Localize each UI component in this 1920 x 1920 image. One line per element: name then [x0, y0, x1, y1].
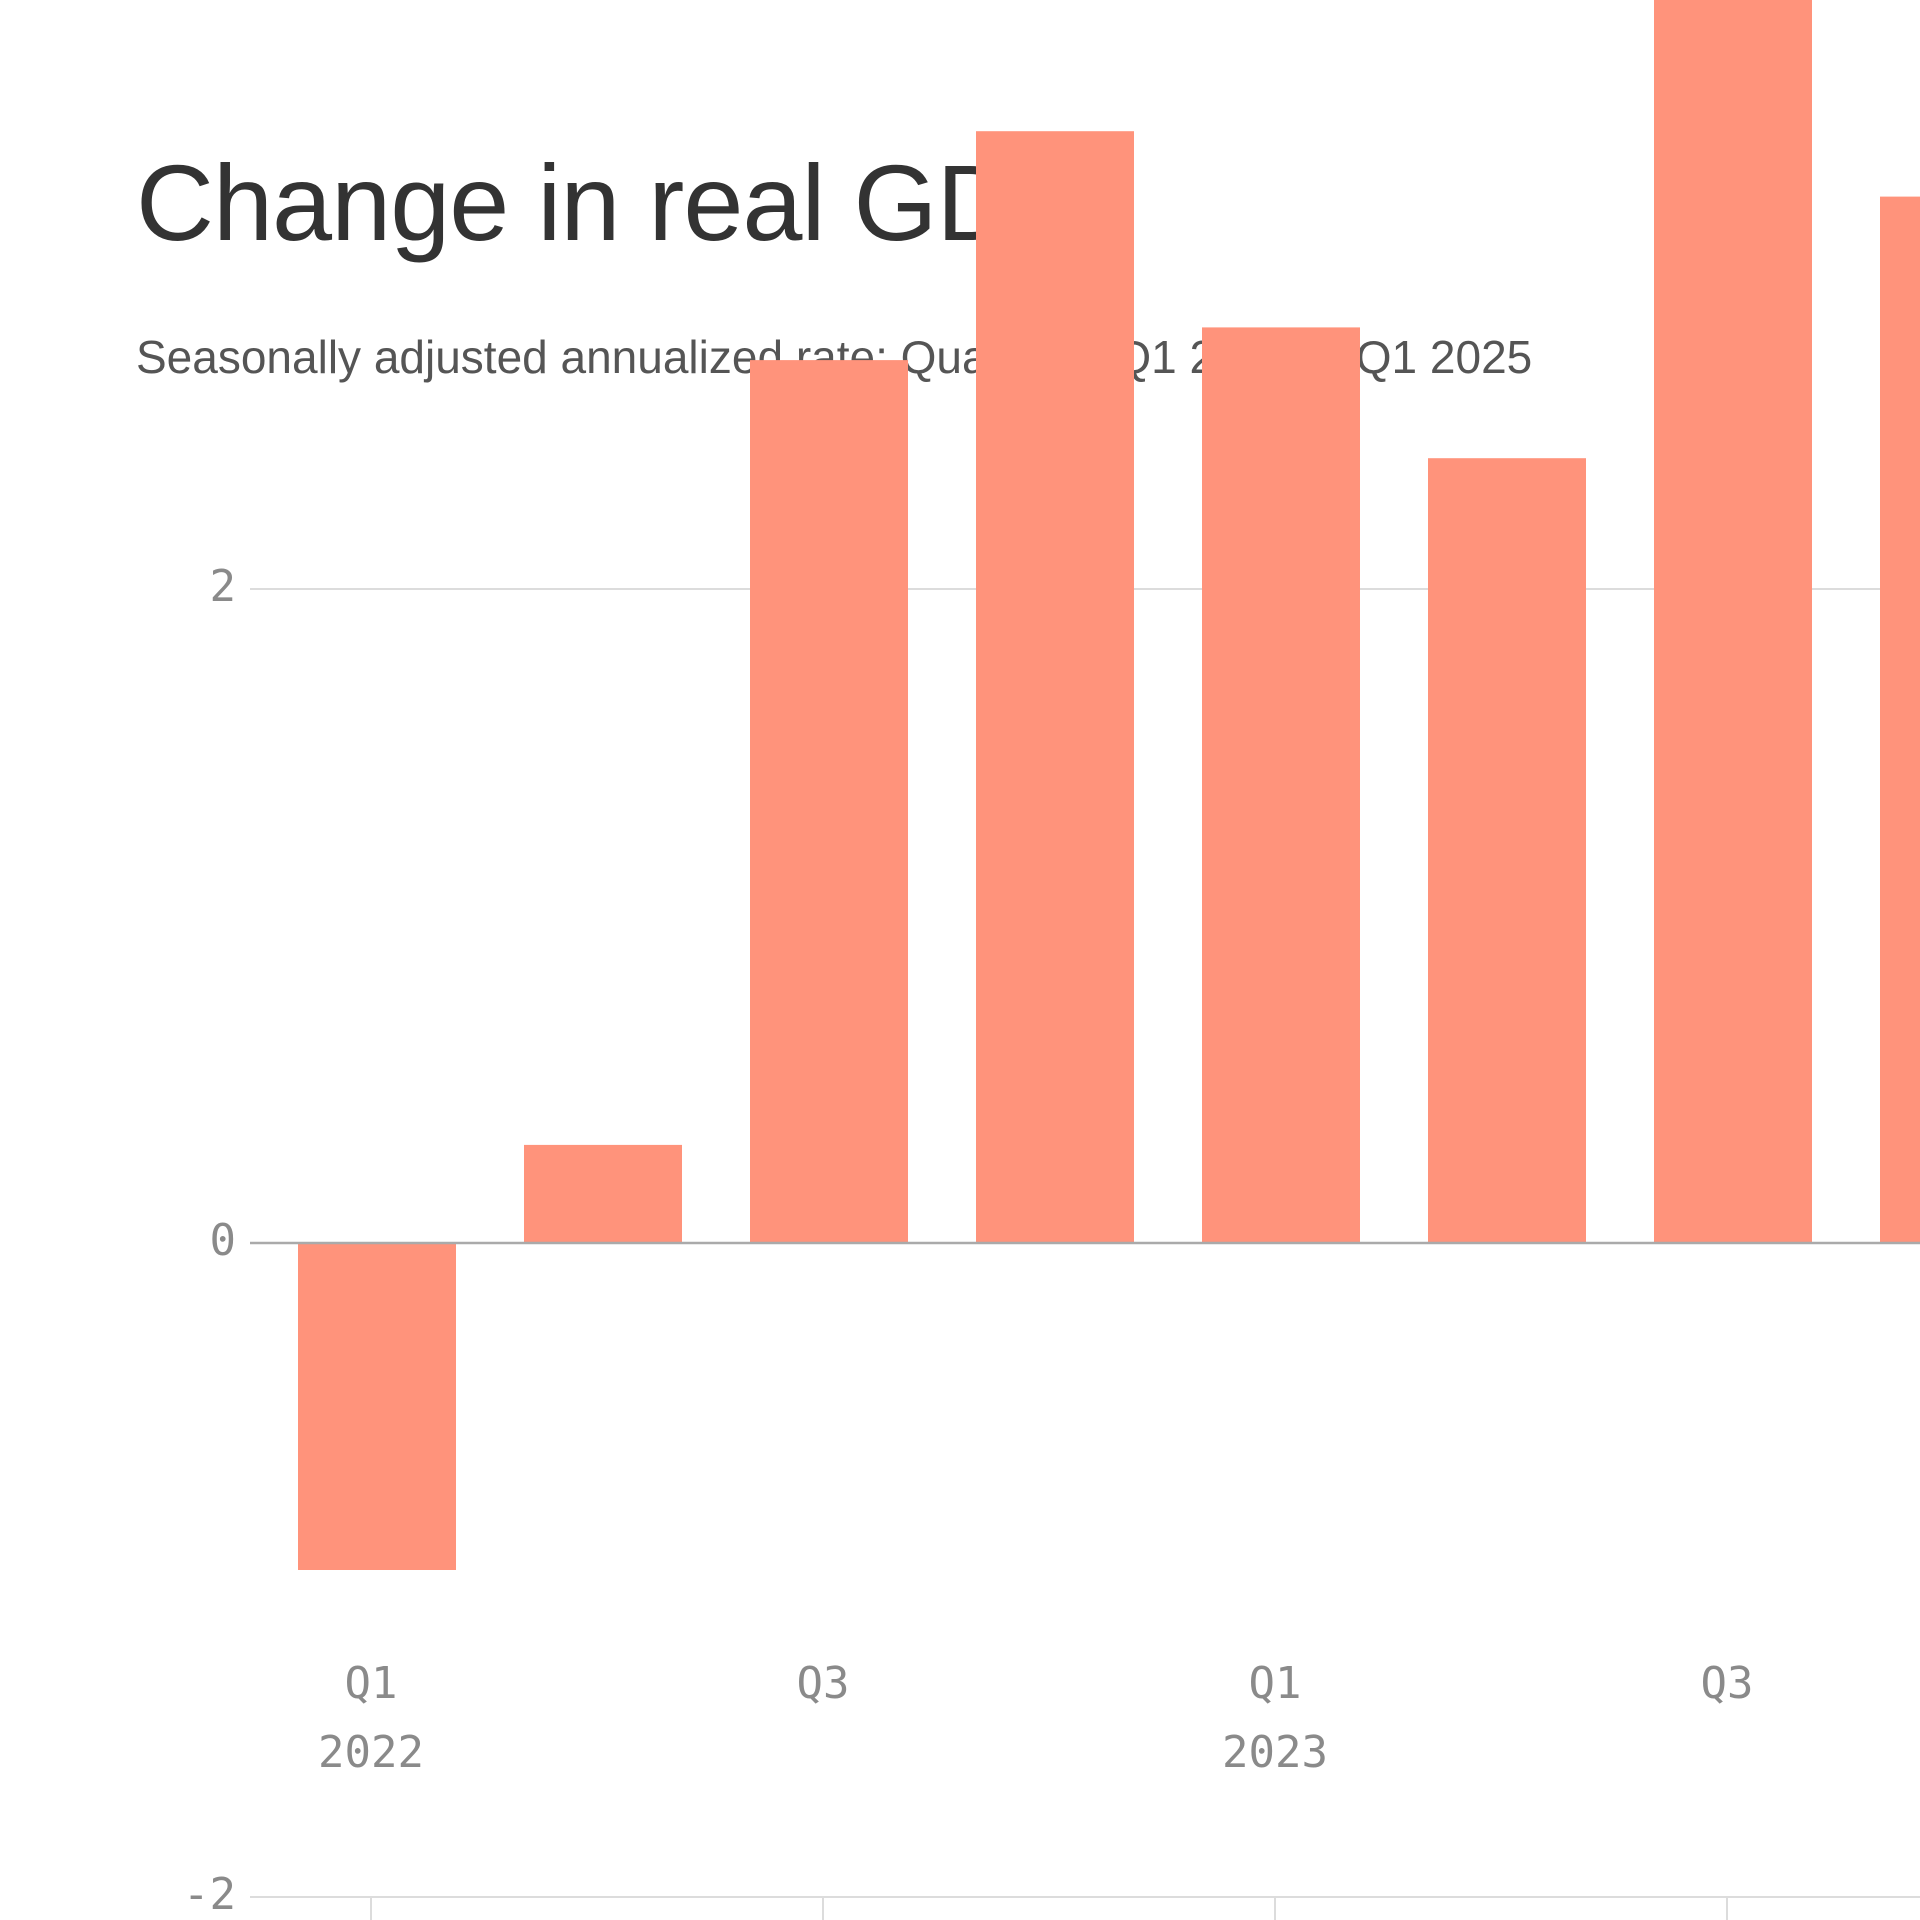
x-tick-year-label: 2022 — [318, 1727, 424, 1778]
bar-q3-2023 — [1654, 0, 1812, 1244]
bar-q4-2023 — [1880, 196, 1920, 1244]
x-tick-label: Q1 — [1249, 1658, 1302, 1709]
x-tick-label: Q1 — [345, 1658, 398, 1709]
bar-q1-2022 — [298, 1243, 456, 1570]
y-tick-label: 0 — [210, 1215, 237, 1266]
y-tick-label: 2 — [210, 561, 237, 612]
y-tick-label: -2 — [183, 1869, 236, 1920]
bar-q1-2023 — [1202, 327, 1360, 1243]
bar-q2-2023 — [1428, 458, 1586, 1243]
bar-q2-2022 — [524, 1144, 682, 1243]
x-tick-label: Q3 — [1701, 1658, 1754, 1709]
chart-title: Change in real GDP — [136, 142, 1086, 263]
bar-q3-2022 — [750, 360, 908, 1244]
x-tick-label: Q3 — [797, 1658, 850, 1709]
x-tick-year-label: 2023 — [1222, 1727, 1328, 1778]
bar-q4-2022 — [976, 131, 1134, 1244]
